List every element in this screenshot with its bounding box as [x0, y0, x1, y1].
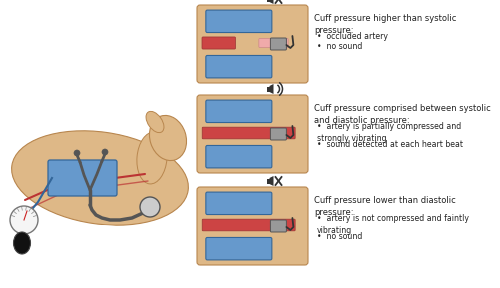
FancyBboxPatch shape	[206, 10, 272, 33]
Text: Cuff pressure lower than diastolic
pressure:: Cuff pressure lower than diastolic press…	[314, 196, 456, 217]
FancyBboxPatch shape	[270, 220, 286, 232]
FancyBboxPatch shape	[266, 0, 270, 1]
Text: •  no sound: • no sound	[317, 232, 362, 241]
Ellipse shape	[150, 115, 186, 161]
Text: •  artery is partially compressed and
strongly vibrating: • artery is partially compressed and str…	[317, 122, 461, 143]
FancyBboxPatch shape	[206, 238, 272, 260]
FancyBboxPatch shape	[259, 39, 288, 48]
FancyBboxPatch shape	[206, 192, 272, 215]
FancyBboxPatch shape	[270, 38, 286, 50]
Circle shape	[102, 149, 108, 155]
Text: •  artery is not compressed and faintly
vibrating: • artery is not compressed and faintly v…	[317, 214, 469, 235]
Ellipse shape	[146, 111, 164, 132]
Ellipse shape	[14, 232, 30, 254]
FancyBboxPatch shape	[206, 56, 272, 78]
Text: •  sound detected at each heart beat: • sound detected at each heart beat	[317, 140, 463, 149]
FancyBboxPatch shape	[206, 145, 272, 168]
Polygon shape	[270, 176, 274, 186]
FancyBboxPatch shape	[266, 86, 270, 92]
Polygon shape	[270, 0, 274, 4]
FancyBboxPatch shape	[266, 179, 270, 183]
FancyBboxPatch shape	[197, 5, 308, 83]
Text: •  occluded artery: • occluded artery	[317, 33, 388, 41]
Text: Cuff pressure comprised between systolic
and diastolic pressure:: Cuff pressure comprised between systolic…	[314, 104, 491, 125]
FancyBboxPatch shape	[197, 187, 308, 265]
Circle shape	[74, 150, 80, 156]
FancyBboxPatch shape	[202, 37, 235, 49]
FancyBboxPatch shape	[197, 95, 308, 173]
FancyBboxPatch shape	[270, 128, 286, 140]
Text: Cuff pressure higher than systolic
pressure:: Cuff pressure higher than systolic press…	[314, 14, 456, 35]
FancyBboxPatch shape	[202, 127, 295, 139]
Text: •  no sound: • no sound	[317, 42, 362, 51]
Circle shape	[140, 197, 160, 217]
Polygon shape	[270, 84, 274, 94]
Ellipse shape	[137, 132, 167, 184]
FancyBboxPatch shape	[206, 100, 272, 122]
Ellipse shape	[8, 225, 182, 285]
Ellipse shape	[12, 131, 188, 225]
Circle shape	[10, 206, 38, 234]
FancyBboxPatch shape	[202, 219, 295, 231]
FancyBboxPatch shape	[48, 160, 117, 196]
